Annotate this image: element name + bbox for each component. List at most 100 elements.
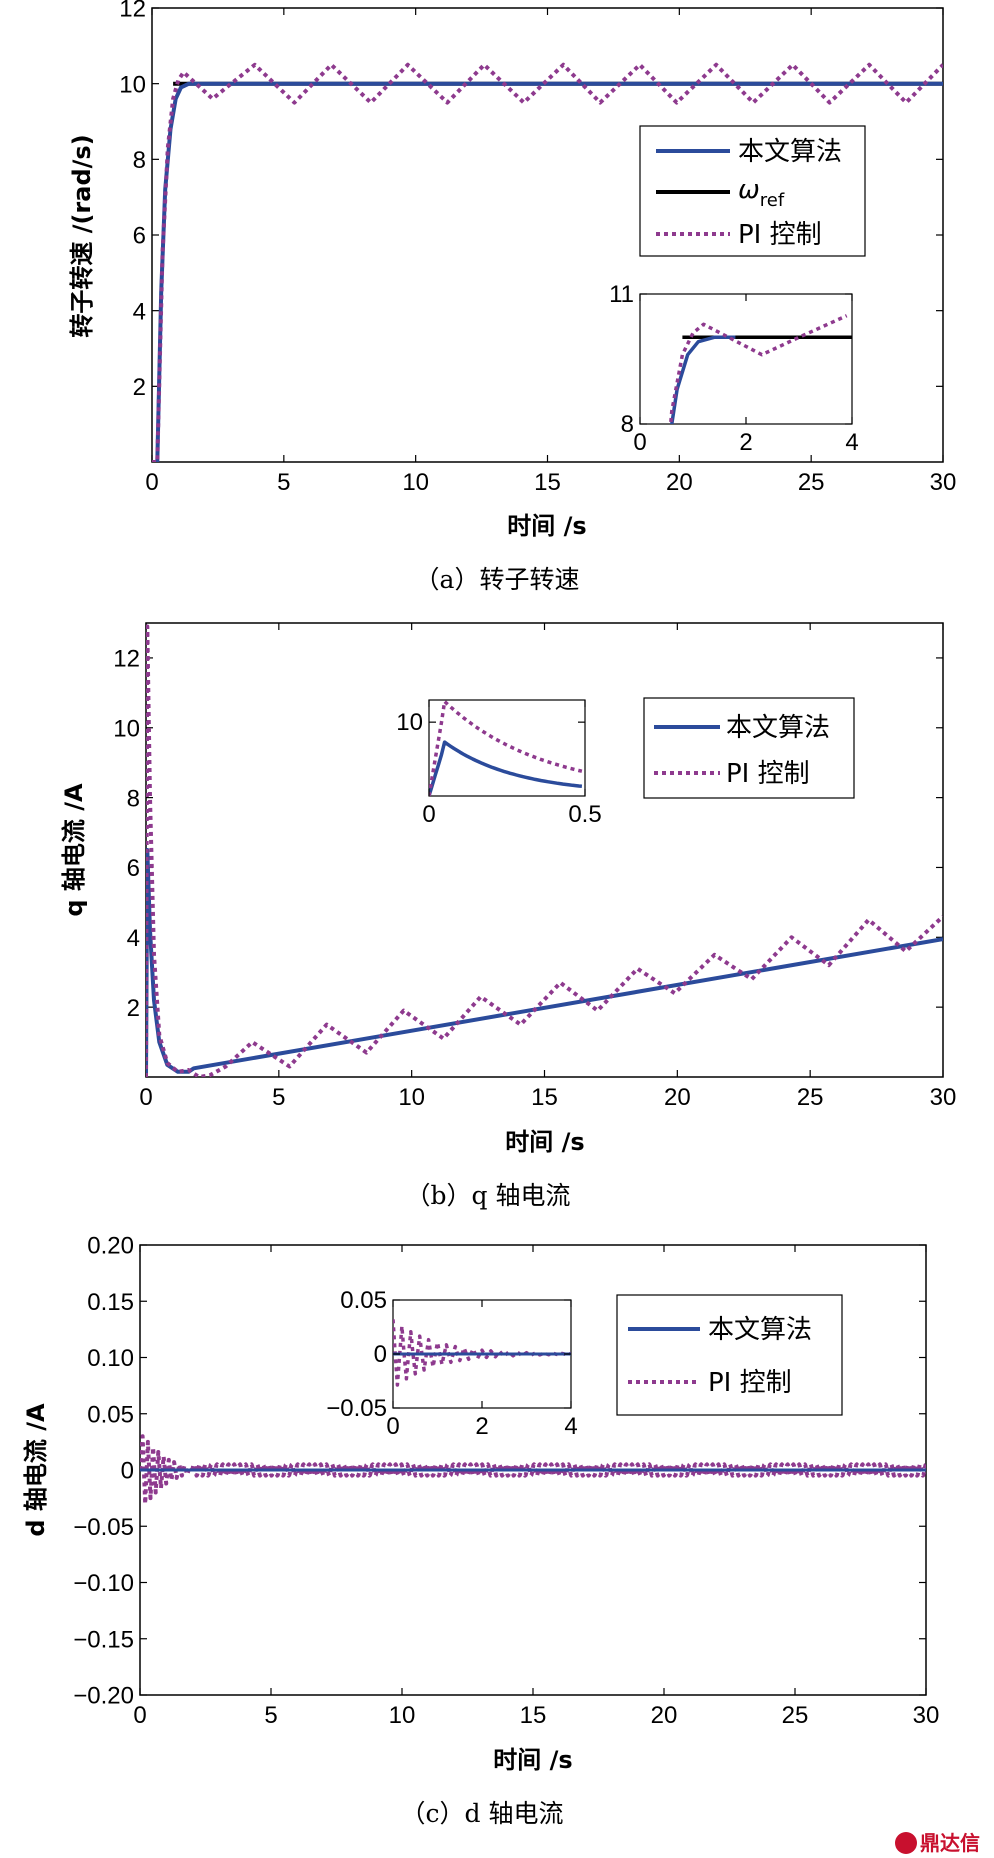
series-pi-line [146, 624, 943, 1077]
x-tick-label: 20 [666, 469, 693, 496]
panel-c-caption: （c）d 轴电流 [401, 1799, 564, 1828]
panel-a-caption: （a）转子转速 [415, 565, 580, 594]
watermark-text: 鼎达信 [920, 1831, 980, 1855]
y-tick-label: 10 [113, 715, 140, 742]
y-tick-label: 2 [133, 374, 146, 401]
y-tick-label: −0.05 [73, 1514, 134, 1541]
legend-pi-label: PI 控制 [738, 220, 822, 250]
y-tick-label: 11 [609, 281, 634, 308]
x-tick-label: 5 [264, 1702, 277, 1729]
y-tick-label: 6 [133, 223, 146, 250]
legend-ref-sub: ref [760, 190, 785, 211]
panel-b-caption: （b）q 轴电流 [406, 1181, 571, 1210]
panel-a-ylabel: 转子转速 /(rad/s) [68, 134, 96, 337]
panel-b-ylabel: q 轴电流 /A [60, 783, 88, 917]
x-tick-label: 2 [475, 1413, 488, 1440]
panel-b-inset-ticks: 0 0.5 10 [396, 700, 602, 828]
panel-b-inset: 0 0.5 10 [396, 699, 602, 828]
legend-ours-label: 本文算法 [708, 1315, 812, 1345]
x-tick-label: 15 [531, 1084, 558, 1111]
panel-b-xlabel: 时间 /s [505, 1128, 584, 1156]
y-tick-label: 0.20 [87, 1233, 134, 1260]
y-tick-label: −0.05 [326, 1395, 387, 1422]
panel-b-ticks: 0 5 10 15 20 25 30 2 4 6 8 10 12 [113, 623, 956, 1111]
y-tick-label: 2 [127, 995, 140, 1022]
inset-pi-line [668, 314, 848, 424]
x-tick-label: 25 [798, 469, 825, 496]
x-tick-label: 0.5 [568, 801, 601, 828]
x-tick-label: 0 [633, 429, 646, 456]
x-tick-label: 0 [139, 1084, 152, 1111]
x-tick-label: 25 [782, 1702, 809, 1729]
watermark-logo-icon [895, 1832, 917, 1854]
panel-a-inset-series [668, 314, 852, 424]
x-tick-label: 4 [845, 429, 858, 456]
x-tick-label: 5 [272, 1084, 285, 1111]
y-tick-label: 0.15 [87, 1289, 134, 1316]
panel-c-ticks: 0 5 10 15 20 25 300.200.150.100.050−0.05−0.10−… [73, 1233, 939, 1729]
x-tick-label: 0 [422, 801, 435, 828]
panel-c-series [140, 1434, 926, 1506]
x-tick-label: 30 [930, 469, 957, 496]
y-tick-label: 12 [113, 646, 140, 673]
x-tick-label: 15 [534, 469, 561, 496]
x-tick-label: 0 [145, 469, 158, 496]
panel-c-inset-ticks: 0 2 40.050−0.05 [326, 1287, 577, 1440]
series-pi-line [152, 62, 943, 462]
panel-c: 0 5 10 15 20 25 300.200.150.100.050−0.05−0.10−… [22, 1233, 939, 1828]
panel-a-legend: 本文算法 ωref PI 控制 [639, 125, 866, 257]
x-tick-label: 0 [386, 1413, 399, 1440]
panel-c-inset-series [393, 1319, 571, 1387]
y-tick-label: 8 [127, 785, 140, 812]
legend-ref-main: ω [738, 175, 760, 205]
y-tick-label: −0.10 [73, 1570, 134, 1597]
y-tick-label: 4 [127, 925, 140, 952]
x-tick-label: 30 [930, 1084, 957, 1111]
y-tick-label: −0.15 [73, 1626, 134, 1653]
panel-b-legend: 本文算法 PI 控制 [643, 697, 855, 799]
inset-pi-line [429, 700, 583, 796]
watermark: 鼎达信 [895, 1831, 980, 1855]
x-tick-label: 4 [564, 1413, 577, 1440]
y-tick-label: 8 [133, 147, 146, 174]
y-tick-label: 0.10 [87, 1345, 134, 1372]
x-tick-label: 25 [797, 1084, 824, 1111]
y-tick-label: 6 [127, 855, 140, 882]
x-tick-label: 10 [398, 1084, 425, 1111]
panel-a-xlabel: 时间 /s [507, 512, 586, 540]
panel-b-inset-series [429, 700, 583, 796]
y-tick-label: 0.05 [87, 1401, 134, 1428]
x-tick-label: 15 [520, 1702, 547, 1729]
x-tick-label: 5 [277, 469, 290, 496]
panel-c-ylabel: d 轴电流 /A [22, 1403, 50, 1537]
panel-a-series [152, 62, 943, 462]
x-tick-label: 10 [389, 1702, 416, 1729]
x-tick-label: 30 [913, 1702, 940, 1729]
x-tick-label: 2 [739, 429, 752, 456]
x-tick-label: 20 [664, 1084, 691, 1111]
y-tick-label: −0.20 [73, 1683, 134, 1710]
y-tick-label: 12 [119, 0, 146, 23]
legend-ours-label: 本文算法 [726, 713, 830, 743]
legend-ref-label: ωref [738, 175, 785, 211]
panel-a-inset: 0 2 4 8 11 [609, 281, 859, 456]
y-tick-label: 0.05 [340, 1287, 387, 1314]
x-tick-label: 10 [402, 469, 429, 496]
x-tick-label: 0 [133, 1702, 146, 1729]
y-tick-label: 4 [133, 298, 146, 325]
legend-ours-label: 本文算法 [738, 137, 842, 167]
panel-a-inset-ticks: 0 2 4 8 11 [609, 281, 859, 456]
legend-pi-label: PI 控制 [726, 759, 810, 789]
y-tick-label: 10 [396, 709, 423, 736]
panel-b-series [146, 624, 943, 1077]
panel-c-xlabel: 时间 /s [493, 1746, 572, 1774]
y-tick-label: 0 [374, 1341, 387, 1368]
y-tick-label: 10 [119, 71, 146, 98]
inset-ours-line [429, 740, 583, 796]
legend-pi-label: PI 控制 [708, 1368, 792, 1398]
panel-c-inset: 0 2 40.050−0.05 [326, 1287, 577, 1440]
panel-c-legend: 本文算法 PI 控制 [616, 1294, 843, 1416]
